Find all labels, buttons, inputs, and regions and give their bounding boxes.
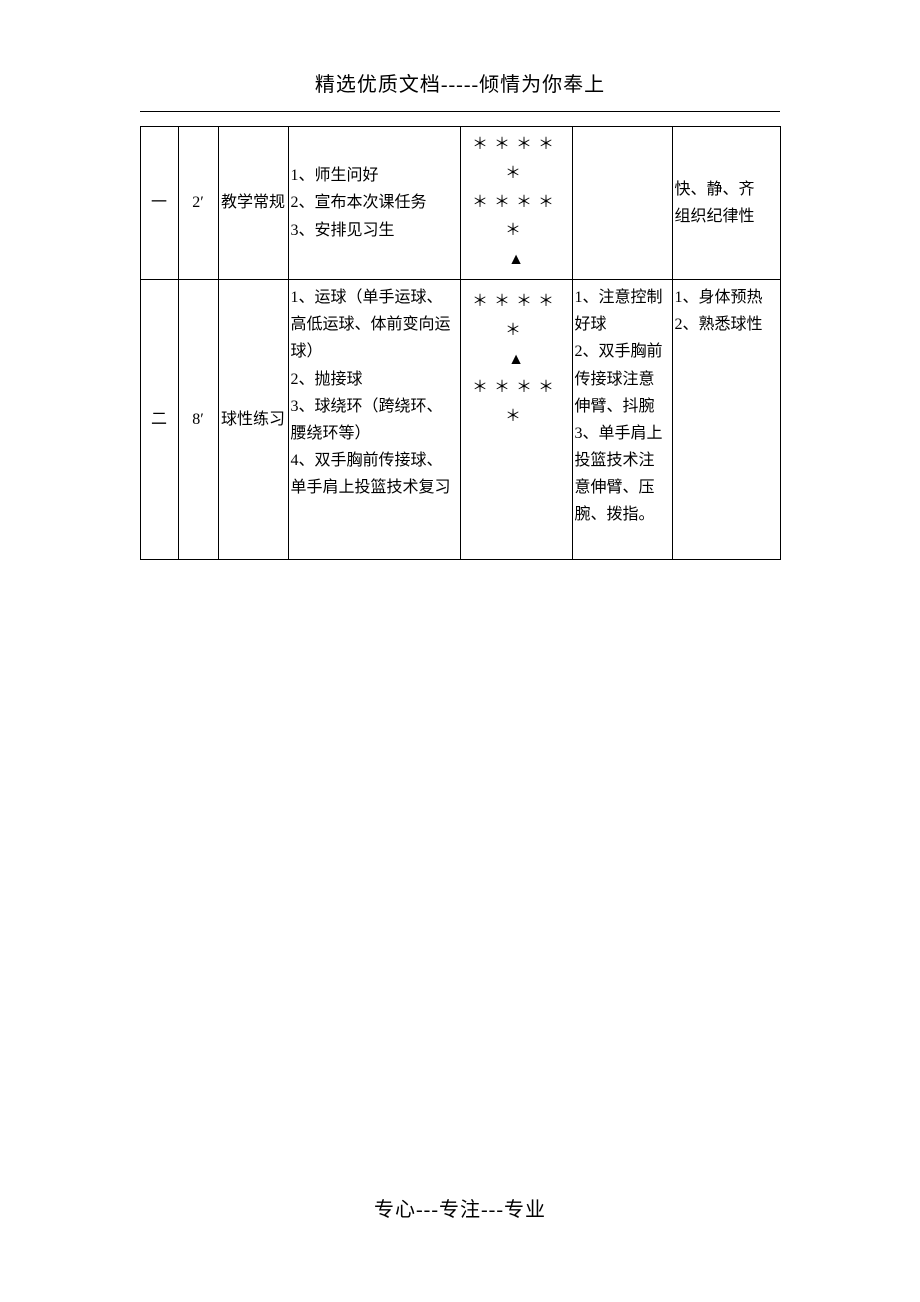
cell-formation: ＊＊＊＊＊ ＊＊＊＊＊ ▲ (460, 127, 572, 280)
cell-topic: 球性练习 (218, 279, 288, 559)
seq-text: 二 (151, 411, 167, 428)
notes-line: 2、双手胸前传接球注意伸臂、抖腕 (575, 338, 670, 420)
cell-time: 8′ (178, 279, 218, 559)
content-list: 1、师生问好 2、宣布本次课任务 3、安排见习生 (291, 162, 458, 244)
cell-seq: 二 (140, 279, 178, 559)
footer-text: 专心---专注---专业 (374, 1199, 546, 1221)
header-underline (140, 111, 780, 112)
notes-list: 1、注意控制好球 2、双手胸前传接球注意伸臂、抖腕 3、单手肩上投篮技术注意伸臂… (575, 284, 670, 529)
cell-content: 1、运球（单手运球、高低运球、体前变向运球） 2、抛接球 3、球绕环（跨绕环、腰… (288, 279, 460, 559)
cell-topic: 教学常规 (218, 127, 288, 280)
content-line: 4、双手胸前传接球、单手肩上投篮技术复习 (291, 447, 458, 501)
content-line: 3、安排见习生 (291, 217, 458, 244)
formation-triangle: ▲ (463, 346, 570, 375)
req-list: 快、静、齐 组织纪律性 (675, 176, 778, 230)
content-line: 1、师生问好 (291, 162, 458, 189)
page-footer: 专心---专注---专业 (0, 1193, 920, 1222)
cell-notes (572, 127, 672, 280)
formation-line: ＊＊＊＊＊ (463, 131, 570, 189)
time-text: 8′ (192, 411, 204, 428)
content-list: 1、运球（单手运球、高低运球、体前变向运球） 2、抛接球 3、球绕环（跨绕环、腰… (291, 284, 458, 502)
formation-line: ＊＊＊＊＊ (463, 189, 570, 247)
content-line: 2、抛接球 (291, 366, 458, 393)
formation-line: ＊＊＊＊＊ (463, 288, 570, 346)
notes-line: 1、注意控制好球 (575, 284, 670, 338)
header-text: 精选优质文档-----倾情为你奉上 (315, 74, 605, 96)
notes-line: 3、单手肩上投篮技术注意伸臂、压腕、拨指。 (575, 420, 670, 529)
topic-text: 教学常规 (221, 194, 285, 211)
seq-text: 一 (151, 194, 167, 211)
cell-notes: 1、注意控制好球 2、双手胸前传接球注意伸臂、抖腕 3、单手肩上投篮技术注意伸臂… (572, 279, 672, 559)
topic-text: 球性练习 (221, 411, 285, 428)
formation-block: ＊＊＊＊＊ ＊＊＊＊＊ ▲ (463, 131, 570, 275)
req-list: 1、身体预热 2、熟悉球性 (675, 284, 778, 338)
formation-line: ＊＊＊＊＊ (463, 374, 570, 432)
page-header: 精选优质文档-----倾情为你奉上 (0, 0, 920, 107)
formation-triangle: ▲ (463, 246, 570, 275)
content-line: 1、运球（单手运球、高低运球、体前变向运球） (291, 284, 458, 366)
cell-content: 1、师生问好 2、宣布本次课任务 3、安排见习生 (288, 127, 460, 280)
content-line: 3、球绕环（跨绕环、腰绕环等） (291, 393, 458, 447)
table-row: 一 2′ 教学常规 1、师生问好 2、宣布本次课任务 3、安排见习生 ＊＊＊＊＊… (140, 127, 780, 280)
req-line: 2、熟悉球性 (675, 311, 778, 338)
cell-formation: ＊＊＊＊＊ ▲ ＊＊＊＊＊ (460, 279, 572, 559)
req-line: 快、静、齐 (675, 176, 778, 203)
req-line: 组织纪律性 (675, 203, 778, 230)
cell-seq: 一 (140, 127, 178, 280)
cell-req: 1、身体预热 2、熟悉球性 (672, 279, 780, 559)
req-line: 1、身体预热 (675, 284, 778, 311)
content-line: 2、宣布本次课任务 (291, 189, 458, 216)
table-row: 二 8′ 球性练习 1、运球（单手运球、高低运球、体前变向运球） 2、抛接球 3… (140, 279, 780, 559)
formation-block: ＊＊＊＊＊ ▲ ＊＊＊＊＊ (463, 288, 570, 432)
time-text: 2′ (192, 194, 204, 211)
cell-req: 快、静、齐 组织纪律性 (672, 127, 780, 280)
lesson-table: 一 2′ 教学常规 1、师生问好 2、宣布本次课任务 3、安排见习生 ＊＊＊＊＊… (140, 126, 781, 560)
cell-time: 2′ (178, 127, 218, 280)
